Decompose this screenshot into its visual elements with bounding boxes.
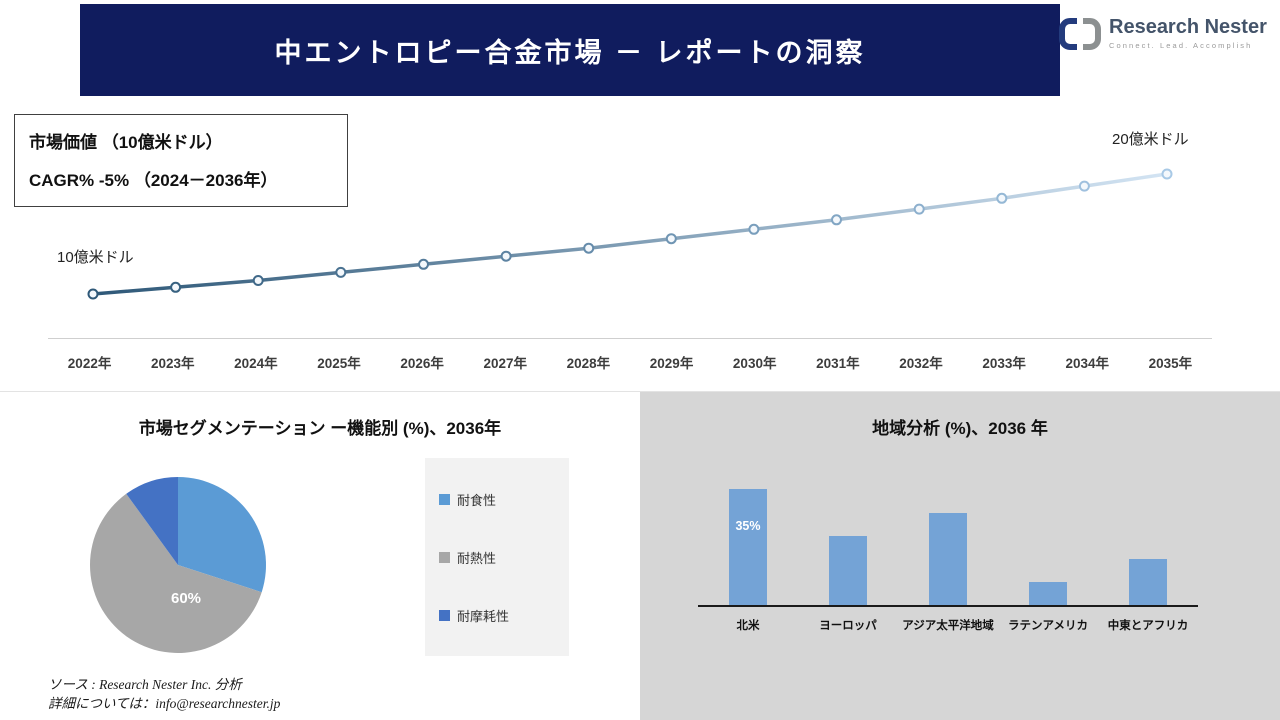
- region-bar: 35%: [729, 489, 767, 605]
- legend-label: 耐熱性: [457, 550, 497, 566]
- pie-legend: 耐食性 耐熱性 耐摩耗性: [425, 458, 569, 656]
- page-title: 中エントロピー合金市場 － レポートの洞察: [274, 37, 866, 68]
- legend-item: 耐食性: [439, 490, 555, 509]
- x-tick-label: 2025年: [317, 356, 361, 371]
- bar-value-label: 35%: [735, 519, 761, 533]
- legend-item: 耐熱性: [439, 548, 555, 567]
- market-value-line-chart: [87, 168, 1173, 300]
- x-tick-label: 2034年: [1065, 356, 1110, 371]
- legend-swatch-icon: [439, 551, 450, 563]
- regional-panel: 地域分析 (%)、2036 年 35% 北米 ヨーロッパ アジア太平洋地域 ラテンアメ…: [640, 392, 1280, 720]
- source-line: ソース : Research Nester Inc. 分析: [48, 676, 242, 692]
- bar-category-label: 北米: [736, 620, 760, 632]
- regional-title: 地域分析 (%)、2036 年: [872, 419, 1048, 438]
- research-nester-logo-icon: [1058, 16, 1102, 57]
- bar-category-label: アジア太平洋地域: [902, 620, 994, 632]
- source-contact-line: 詳細については：info@researchnester.jp: [48, 696, 281, 712]
- segmentation-title: 市場セグメンテーション ー機能別 (%)、2036年: [138, 419, 502, 438]
- region-bar: [1129, 559, 1167, 605]
- region-bar: [1029, 582, 1067, 605]
- x-tick-label: 2028年: [566, 356, 611, 371]
- x-tick-label: 2035年: [1148, 356, 1193, 371]
- market-value-info-box: 市場価値 （10億米ドル） CAGR% -5% （2024－2036年）: [14, 114, 348, 207]
- header-banner: 中エントロピー合金市場 － レポートの洞察: [80, 4, 1060, 96]
- x-tick-label: 2029年: [649, 356, 694, 371]
- x-tick-label: 2022年: [67, 356, 112, 371]
- x-tick-label: 2026年: [400, 356, 444, 371]
- pie-slice: [126, 477, 178, 565]
- brand-logo: Research Nester Connect. Lead. Accomplis…: [1058, 16, 1274, 57]
- x-tick-label: 2027年: [483, 356, 528, 371]
- data-point-marker: [1078, 180, 1090, 192]
- pie-slice: [178, 477, 266, 593]
- data-point-marker: [996, 192, 1008, 204]
- brand-text: Research Nester Connect. Lead. Accomplis…: [1109, 16, 1267, 50]
- legend-label: 耐食性: [457, 492, 497, 508]
- market-value-section: 市場価値 （10億米ドル） CAGR% -5% （2024－2036年） 10億…: [0, 100, 1280, 392]
- brand-name: Research Nester: [1109, 16, 1267, 38]
- x-tick-label: 2030年: [732, 356, 777, 371]
- x-tick-label: 2031年: [816, 356, 860, 371]
- pie-slice-value-label: 60%: [170, 590, 202, 607]
- bar-slot: [898, 513, 998, 605]
- x-axis: 2022年 2023年 2024年 2025年 2026年 2027年 2028年 2029年…: [48, 338, 1212, 372]
- legend-item: 耐摩耗性: [439, 606, 555, 625]
- x-tick-label: 2024年: [234, 356, 278, 371]
- data-point-marker: [418, 258, 429, 270]
- data-point-marker: [1161, 168, 1173, 180]
- legend-label: 耐摩耗性: [457, 608, 510, 624]
- data-point-marker: [831, 214, 842, 226]
- x-tick-label: 2033年: [982, 356, 1026, 371]
- bar-slot: 35%: [698, 489, 798, 605]
- x-tick-label: 2032年: [899, 356, 943, 371]
- brand-tagline: Connect. Lead. Accomplish: [1109, 41, 1253, 50]
- region-bar: [829, 536, 867, 605]
- region-bar: [929, 513, 967, 605]
- legend-swatch-icon: [439, 493, 450, 505]
- bar-slot: [798, 536, 898, 605]
- segmentation-panel: 市場セグメンテーション ー機能別 (%)、2036年 60% 耐食性 耐熱性 耐…: [0, 392, 640, 720]
- segmentation-pie-chart: [89, 477, 266, 654]
- data-point-marker: [335, 266, 347, 278]
- data-point-marker: [583, 242, 595, 254]
- start-value-annotation: 10億米ドル: [57, 249, 134, 266]
- market-value-label: 市場価値 （10億米ドル）: [29, 133, 223, 152]
- bar-slot: [1098, 559, 1198, 605]
- bottom-section: 市場セグメンテーション ー機能別 (%)、2036年 60% 耐食性 耐熱性 耐…: [0, 392, 1280, 720]
- bar-slot: [998, 582, 1098, 605]
- bar-category-label: ヨーロッパ: [819, 620, 877, 632]
- data-point-marker: [748, 223, 760, 235]
- regional-bar-chart: 35%: [698, 462, 1198, 607]
- data-point-marker: [500, 250, 512, 262]
- pie-slice: [89, 493, 262, 654]
- market-trend-line: [92, 172, 1168, 296]
- bar-category-axis: 北米 ヨーロッパ アジア太平洋地域 ラテンアメリカ 中東とアフリカ: [698, 617, 1198, 633]
- x-tick-label: 2023年: [150, 356, 195, 371]
- data-point-marker: [170, 281, 182, 293]
- data-point-marker: [913, 203, 925, 215]
- bar-category-label: ラテンアメリカ: [1008, 620, 1088, 632]
- data-point-marker: [665, 233, 677, 245]
- cagr-label: CAGR% -5% （2024－2036年）: [29, 171, 278, 190]
- end-value-annotation: 20億米ドル: [1112, 131, 1189, 148]
- data-point-marker: [87, 288, 99, 300]
- bar-category-label: 中東とアフリカ: [1107, 620, 1189, 632]
- source-note: ソース : Research Nester Inc. 分析 詳細については：in…: [48, 675, 280, 714]
- data-point-marker: [252, 275, 264, 286]
- legend-swatch-icon: [439, 609, 450, 621]
